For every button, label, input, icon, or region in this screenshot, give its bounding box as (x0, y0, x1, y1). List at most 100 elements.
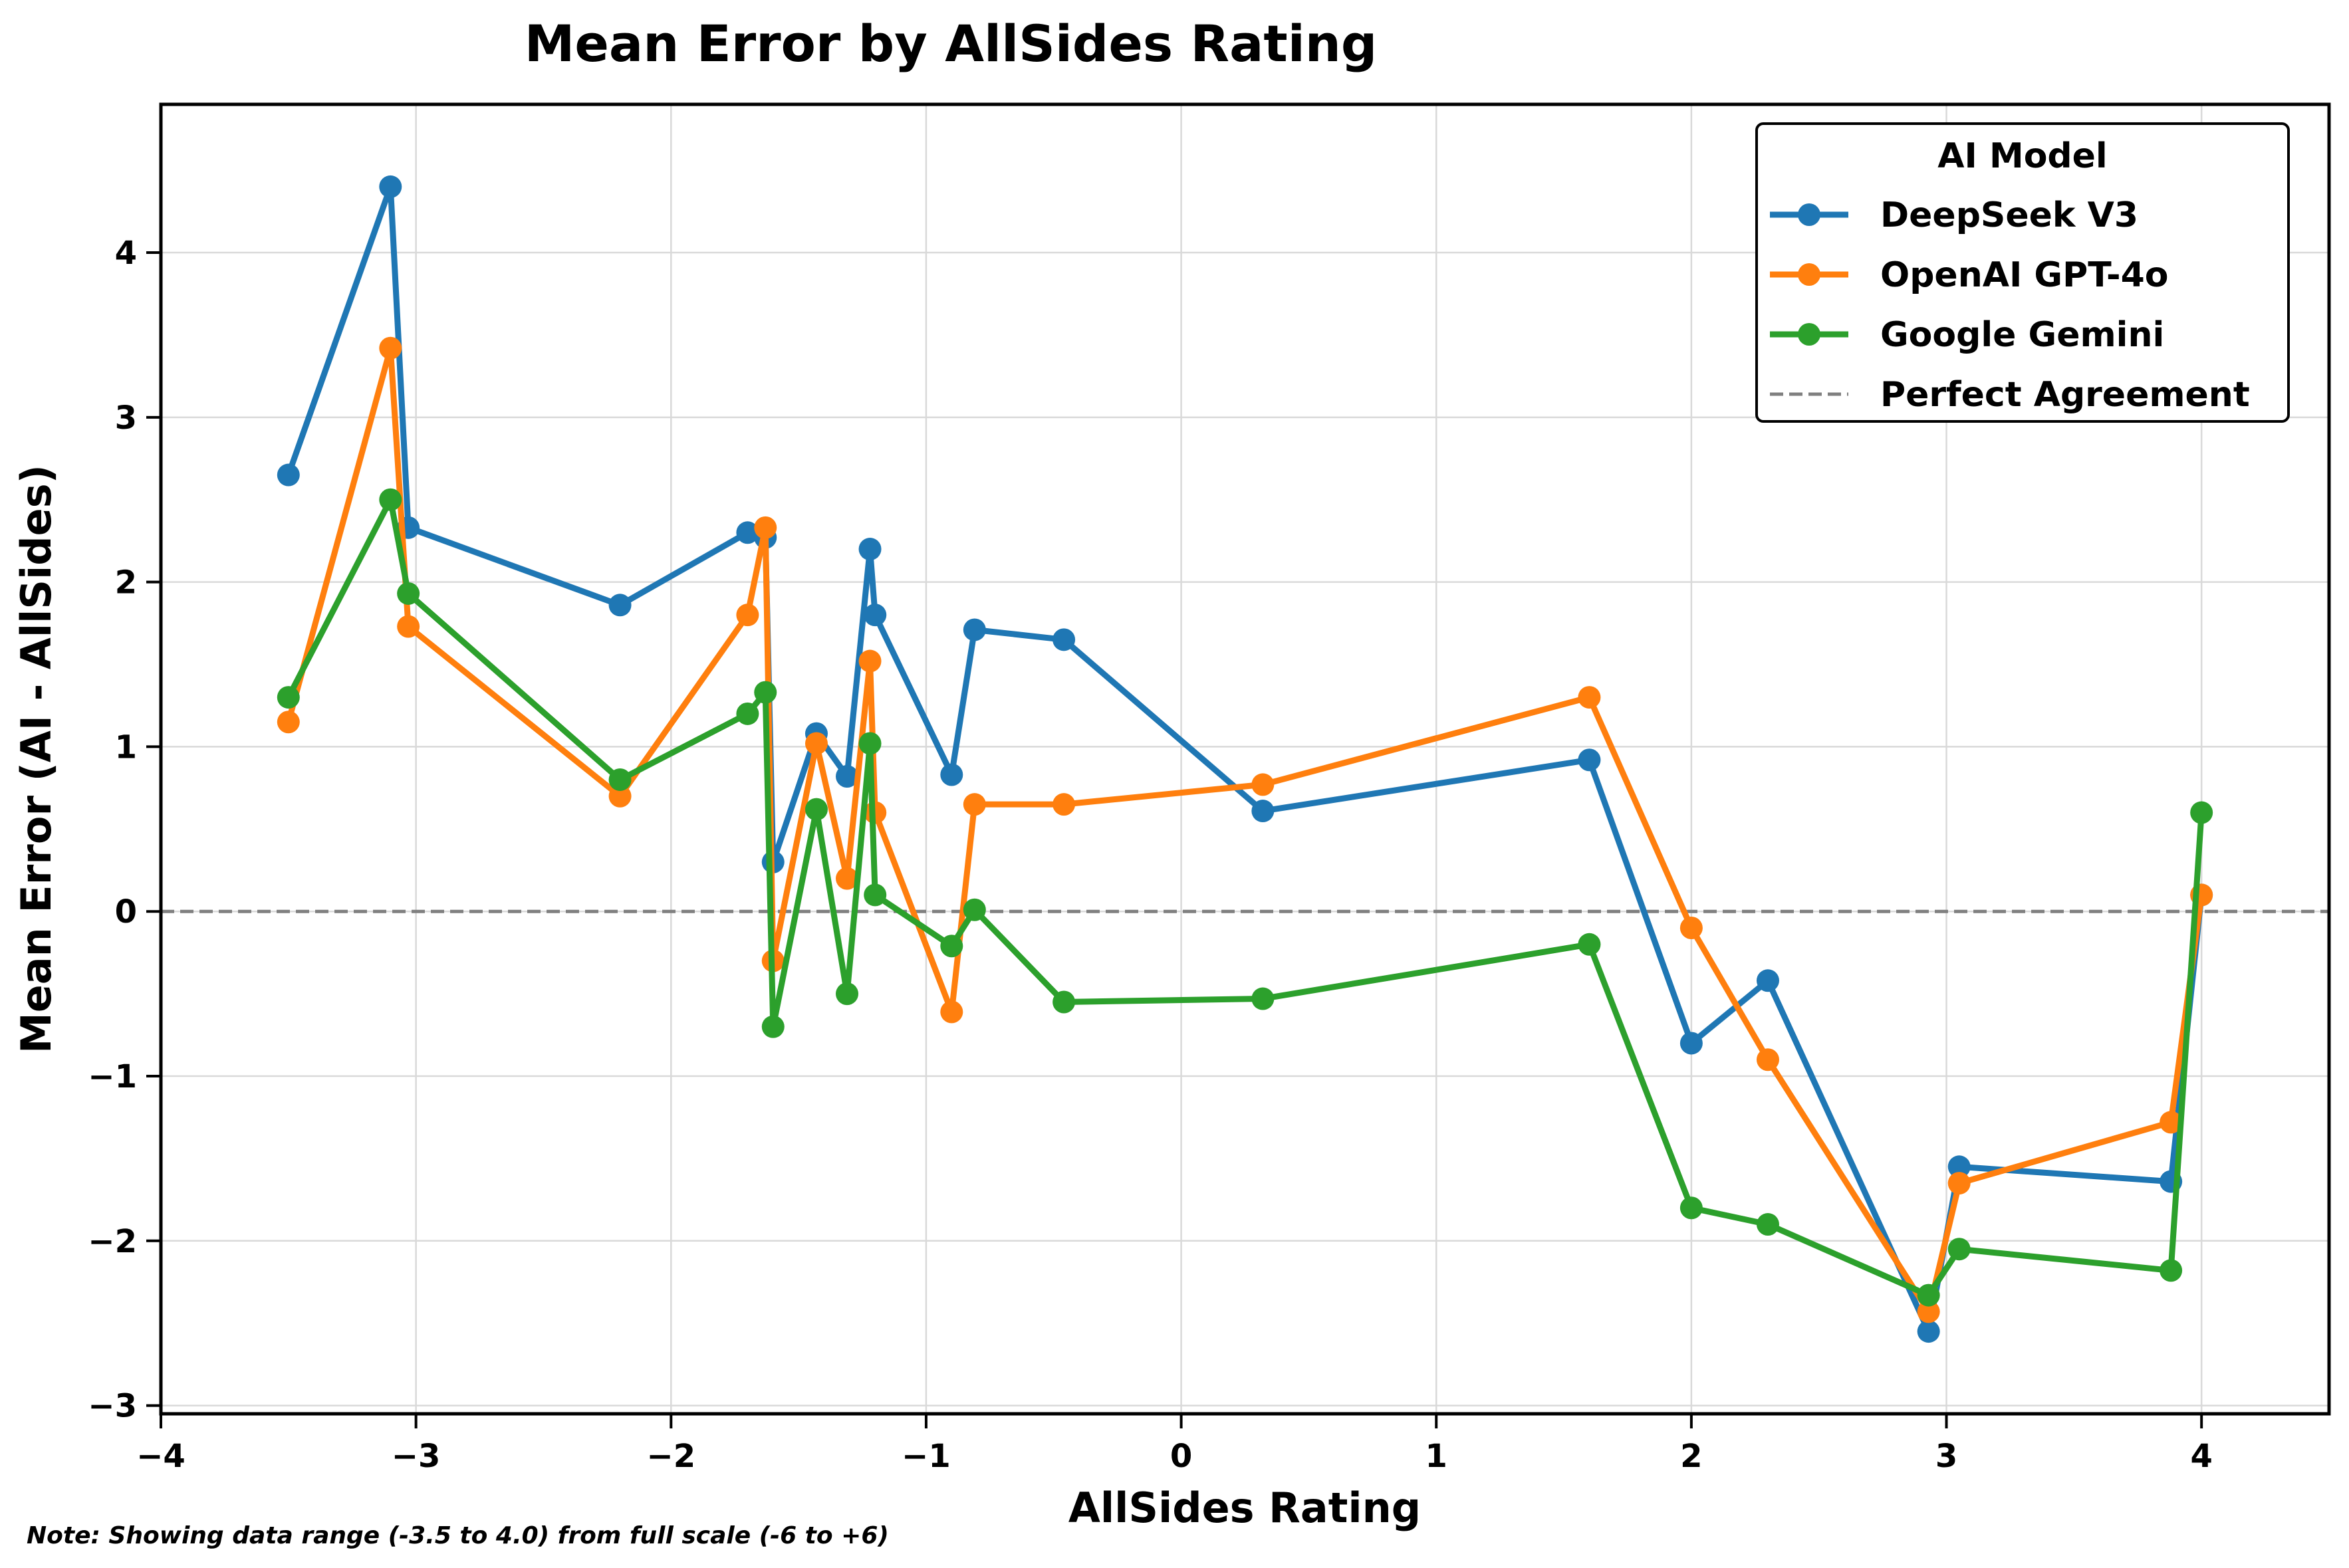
data-point-google-gemini (277, 686, 300, 709)
y-tick-label: 4 (115, 235, 137, 272)
legend-entry-google-gemini: Google Gemini (1770, 315, 2164, 355)
legend-entries: DeepSeek V3 OpenAI GPT-4o Google Gemini Per… (1770, 195, 2250, 415)
data-point-deepseek-v3 (940, 763, 963, 786)
data-point-google-gemini (1052, 990, 1076, 1014)
data-point-deepseek-v3 (1756, 969, 1779, 992)
data-point-google-gemini (864, 883, 887, 907)
legend-title: AI Model (1937, 136, 2107, 176)
data-point-google-gemini (836, 982, 859, 1006)
data-point-google-gemini (1917, 1284, 1940, 1307)
y-tick-label: 2 (115, 564, 137, 602)
plot-area-frame (159, 102, 2331, 1416)
x-axis: −4 −3 −2 −1 0 1 2 3 4 (136, 1414, 2213, 1475)
data-point-openai-gpt-4o (2160, 1111, 2183, 1134)
data-point-google-gemini (379, 488, 402, 511)
data-point-deepseek-v3 (1251, 800, 1275, 823)
legend-entry-deepseek-v3: DeepSeek V3 (1770, 195, 2138, 235)
data-point-deepseek-v3 (1947, 1155, 1971, 1178)
data-point-deepseek-v3 (1679, 1032, 1703, 1055)
data-point-google-gemini (608, 768, 632, 791)
y-tick-label: −3 (88, 1388, 137, 1425)
data-point-openai-gpt-4o (1917, 1300, 1940, 1323)
data-point-deepseek-v3 (379, 175, 402, 198)
legend-label: DeepSeek V3 (1880, 195, 2138, 235)
data-point-openai-gpt-4o (277, 711, 300, 734)
data-point-google-gemini (1756, 1213, 1779, 1236)
series-layer (277, 175, 2213, 1343)
chart-title: Mean Error by AllSides Rating (525, 14, 1378, 73)
y-tick-label: 0 (115, 893, 137, 931)
data-point-google-gemini (1251, 987, 1275, 1010)
data-point-deepseek-v3 (836, 765, 859, 788)
data-point-google-gemini (736, 702, 759, 725)
x-tick-label: 3 (1935, 1438, 1957, 1475)
data-point-openai-gpt-4o (858, 649, 882, 673)
legend-swatch-marker (1798, 203, 1820, 226)
data-point-openai-gpt-4o (754, 516, 777, 539)
data-point-google-gemini (761, 1015, 785, 1038)
data-point-openai-gpt-4o (963, 793, 986, 816)
legend-entry-perfect-agreement: Perfect Agreement (1770, 375, 2250, 415)
data-point-google-gemini (1578, 933, 1601, 956)
legend-swatch-marker (1798, 263, 1820, 286)
data-point-openai-gpt-4o (804, 732, 828, 755)
data-point-deepseek-v3 (736, 521, 759, 544)
data-point-deepseek-v3 (608, 594, 632, 617)
data-point-openai-gpt-4o (1756, 1048, 1779, 1071)
y-tick-label: 3 (115, 399, 137, 437)
data-point-openai-gpt-4o (397, 615, 420, 638)
series-openai-gpt-4o (277, 336, 2213, 1323)
data-point-deepseek-v3 (1917, 1320, 1940, 1343)
y-tick-label: −2 (88, 1223, 137, 1260)
x-tick-label: 1 (1425, 1438, 1447, 1475)
y-tick-label: −1 (88, 1058, 137, 1095)
data-point-google-gemini (754, 681, 777, 704)
legend: AI Model DeepSeek V3 OpenAI GPT-4o Google … (1755, 122, 2290, 423)
legend-label: Perfect Agreement (1880, 375, 2250, 415)
data-point-openai-gpt-4o (1052, 793, 1076, 816)
data-point-deepseek-v3 (1578, 748, 1601, 772)
data-point-google-gemini (2190, 801, 2213, 824)
data-point-google-gemini (858, 732, 882, 755)
data-point-openai-gpt-4o (940, 1000, 963, 1024)
data-point-google-gemini (397, 582, 420, 605)
data-point-openai-gpt-4o (736, 604, 759, 627)
y-axis: −3 −2 −1 0 1 2 3 4 (88, 235, 161, 1425)
x-tick-label: −3 (392, 1438, 441, 1475)
x-tick-label: 0 (1170, 1438, 1192, 1475)
data-point-google-gemini (940, 935, 963, 958)
x-tick-label: −4 (136, 1438, 185, 1475)
x-tick-label: 4 (2190, 1438, 2212, 1475)
x-tick-label: −1 (902, 1438, 951, 1475)
x-tick-label: 2 (1680, 1438, 1702, 1475)
legend-label: OpenAI GPT-4o (1880, 255, 2169, 295)
x-axis-label: AllSides Rating (1068, 1484, 1421, 1532)
data-point-google-gemini (963, 898, 986, 921)
data-point-openai-gpt-4o (1251, 773, 1275, 796)
data-point-google-gemini (2160, 1259, 2183, 1282)
footnote: Note: Showing data range (-3.5 to 4.0) f… (27, 1522, 889, 1549)
data-point-openai-gpt-4o (379, 336, 402, 360)
data-point-deepseek-v3 (277, 463, 300, 487)
data-point-openai-gpt-4o (836, 867, 859, 890)
legend-swatch-marker (1798, 323, 1820, 346)
data-point-openai-gpt-4o (1679, 916, 1703, 939)
series-line-deepseek-v3 (285, 183, 2205, 1335)
data-point-deepseek-v3 (1052, 628, 1076, 651)
x-tick-label: −2 (646, 1438, 695, 1475)
y-axis-label: Mean Error (AI - AllSides) (12, 465, 61, 1054)
series-line-google-gemini (285, 497, 2205, 1299)
data-point-deepseek-v3 (864, 604, 887, 627)
data-point-deepseek-v3 (963, 618, 986, 641)
data-point-google-gemini (1679, 1196, 1703, 1220)
series-line-openai-gpt-4o (285, 345, 2205, 1315)
legend-box (1755, 122, 2290, 423)
series-google-gemini (277, 488, 2213, 1307)
data-point-google-gemini (804, 798, 828, 821)
legend-entry-openai-gpt-4o: OpenAI GPT-4o (1770, 255, 2169, 295)
y-tick-label: 1 (115, 728, 137, 766)
data-point-openai-gpt-4o (608, 784, 632, 808)
legend-label: Google Gemini (1880, 315, 2164, 355)
data-point-google-gemini (1947, 1238, 1971, 1261)
